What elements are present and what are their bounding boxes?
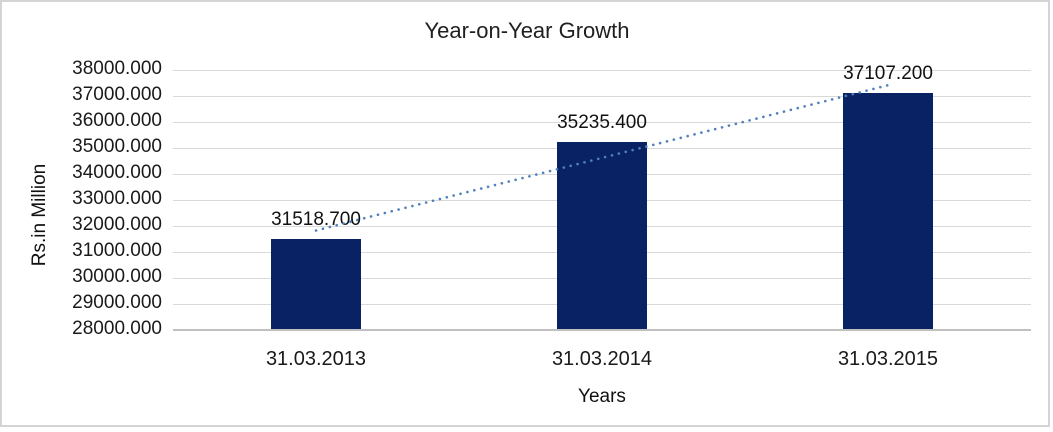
- bar-31.03.2013: [271, 238, 361, 329]
- x-axis-title: Years: [578, 386, 626, 407]
- y-tick-label: 29000.000: [72, 292, 162, 313]
- y-tick-label: 31000.000: [72, 240, 162, 261]
- y-tick-label: 37000.000: [72, 84, 162, 105]
- data-label: 35235.400: [557, 111, 647, 133]
- y-tick-label: 34000.000: [72, 162, 162, 183]
- x-tick-label: 31.03.2014: [551, 348, 653, 370]
- data-label: 31518.700: [271, 208, 361, 230]
- bar-31.03.2015: [843, 93, 933, 329]
- data-label: 37107.200: [843, 63, 933, 85]
- y-tick-label: 36000.000: [72, 110, 162, 131]
- gridline: [173, 70, 1031, 71]
- y-tick-label: 33000.000: [72, 188, 162, 209]
- x-axis-line: [173, 329, 1031, 331]
- y-tick-label: 38000.000: [72, 58, 162, 79]
- y-tick-label: 30000.000: [72, 266, 162, 287]
- bar-31.03.2014: [557, 141, 647, 329]
- x-tick-label: 31.03.2015: [837, 348, 939, 370]
- y-tick-label: 32000.000: [72, 214, 162, 235]
- y-tick-label: 28000.000: [72, 318, 162, 339]
- y-tick-label: 35000.000: [72, 136, 162, 157]
- chart-title: Year-on-Year Growth: [424, 18, 630, 43]
- x-tick-label: 31.03.2013: [265, 348, 367, 370]
